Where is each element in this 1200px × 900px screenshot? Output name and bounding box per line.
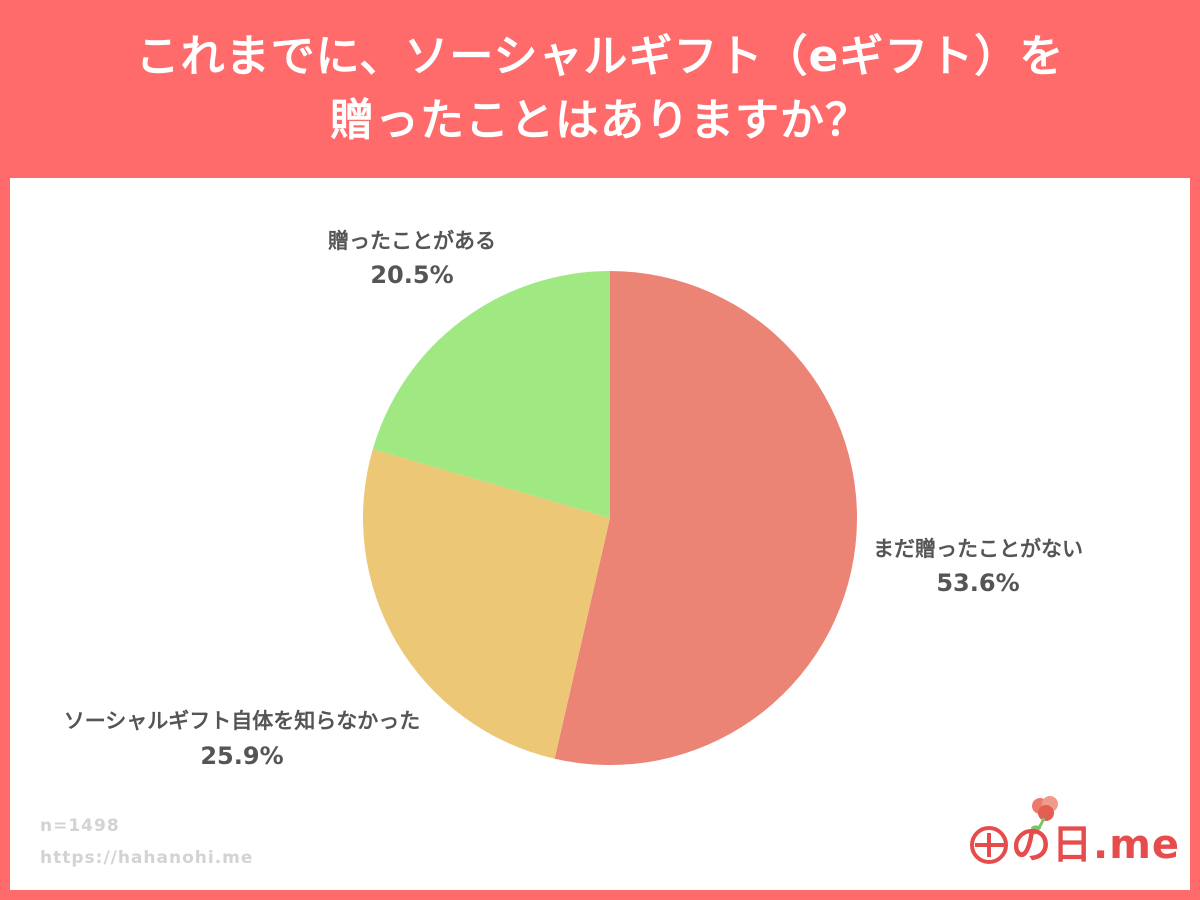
pie-slice <box>554 271 857 765</box>
pie-chart: まだ贈ったことがない 53.6% ソーシャルギフト自体を知らなかった 25.9%… <box>64 229 1083 770</box>
source-url: https://hahanohi.me <box>40 848 254 868</box>
slice-label-name: ソーシャルギフト自体を知らなかった <box>64 709 421 733</box>
flower-icon <box>1031 796 1058 836</box>
slice-label-value: 25.9% <box>200 742 283 770</box>
pie-slice <box>372 271 610 518</box>
logo-mark <box>970 826 1008 864</box>
chart-header: これまでに、ソーシャルギフト（eギフト）を 贈ったことはありますか？ <box>0 0 1200 178</box>
pie-slice <box>363 449 610 759</box>
chart-title-line-2: 贈ったことはありますか？ <box>330 95 870 146</box>
site-logo: の日.me <box>965 790 1179 875</box>
slice-label-value: 20.5% <box>370 261 453 289</box>
slice-label-name: 贈ったことがある <box>328 229 496 253</box>
slice-label-name: まだ贈ったことがない <box>873 537 1083 561</box>
chart-panel: まだ贈ったことがない 53.6% ソーシャルギフト自体を知らなかった 25.9%… <box>10 178 1190 890</box>
slice-label-value: 53.6% <box>936 569 1019 597</box>
chart-title-line-1: これまでに、ソーシャルギフト（eギフト）を <box>135 31 1065 82</box>
sample-size: n=1498 <box>40 816 120 836</box>
logo-text: の日.me <box>1011 822 1181 868</box>
